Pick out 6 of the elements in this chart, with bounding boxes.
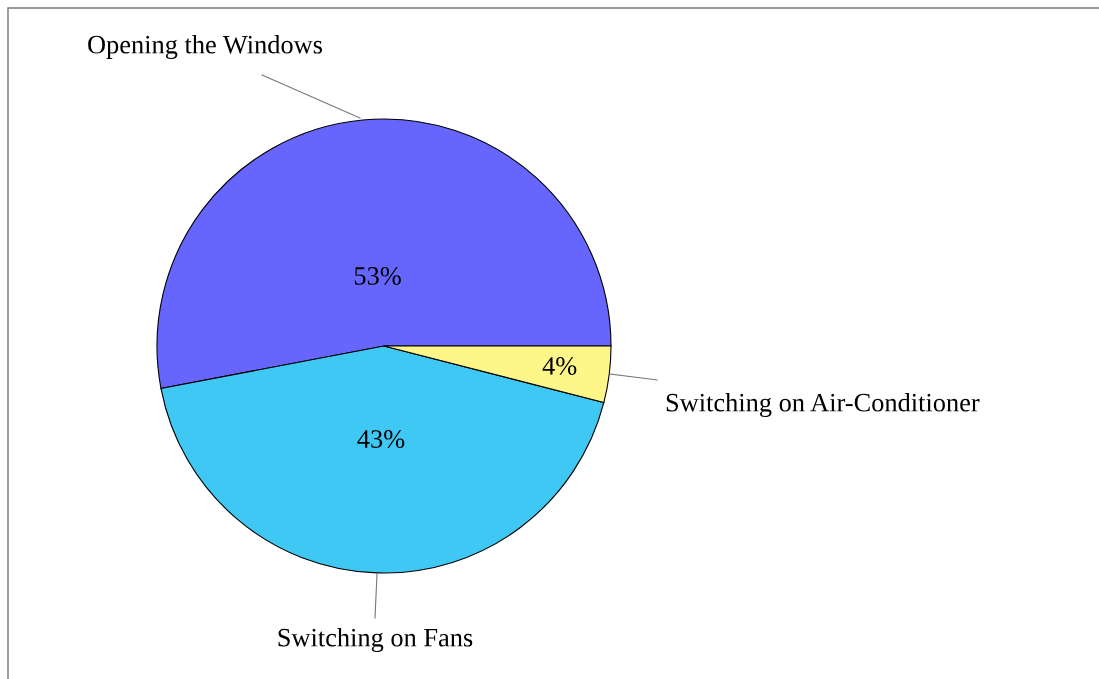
slice-label: Opening the Windows [88, 35, 323, 59]
data-label: 4% [542, 356, 577, 375]
data-label: 43% [357, 430, 405, 448]
slice-label: Switching on Air-Conditioner [666, 393, 980, 417]
data-label: 53% [354, 267, 401, 285]
slice-label: Switching on Fans [278, 628, 473, 652]
